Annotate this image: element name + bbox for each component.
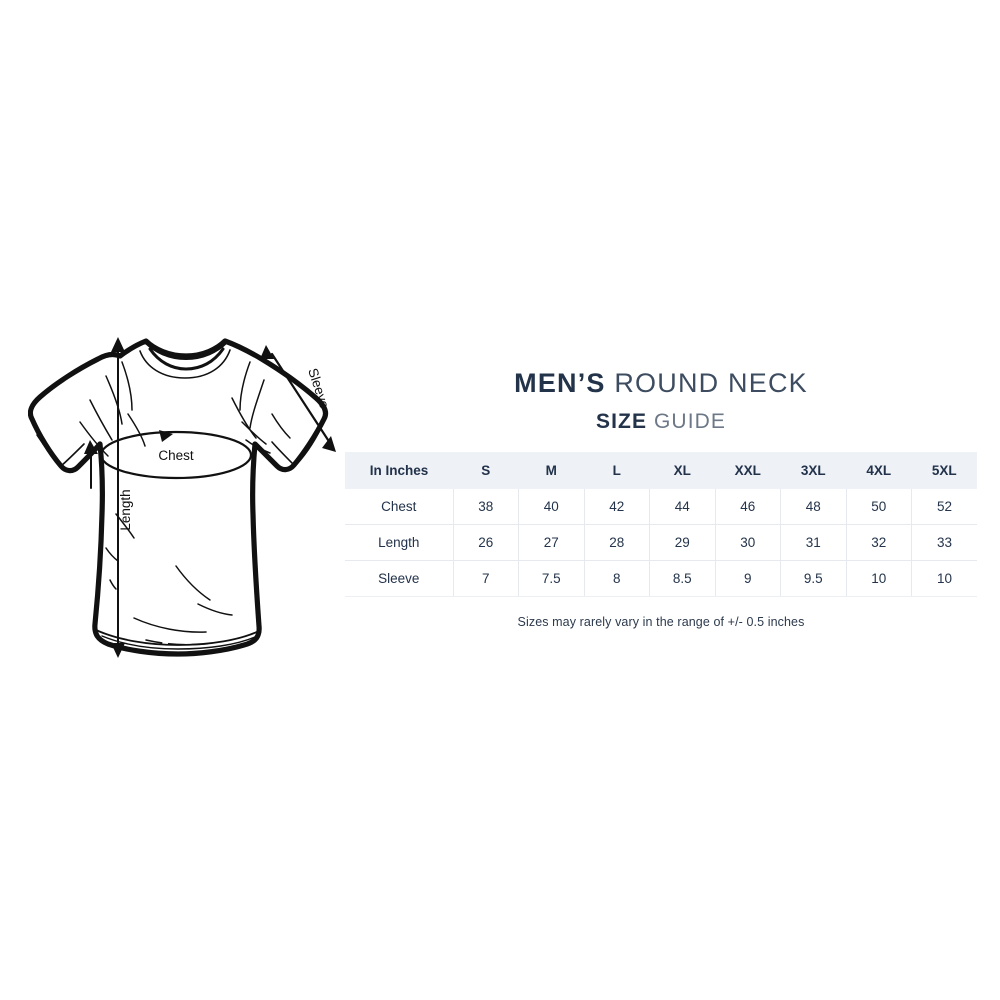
cell-chest-l: 42: [584, 489, 650, 525]
cell-chest-s: 38: [453, 489, 519, 525]
cell-length-s: 26: [453, 524, 519, 561]
cell-sleeve-4xl: 10: [846, 560, 912, 597]
page-title-light: ROUND NECK: [614, 368, 808, 398]
sleeve-measure-arrow: [260, 345, 336, 452]
page-title: MEN’S ROUND NECK: [345, 370, 977, 397]
cell-sleeve-s: 7: [453, 560, 519, 597]
row-label-length: Length: [345, 524, 454, 561]
sleeve-label: Sleeve: [305, 366, 332, 410]
tshirt-illustration: Sleeve Chest Length: [28, 318, 373, 683]
cell-sleeve-xxl: 9: [715, 560, 781, 597]
column-header-xl: XL: [649, 452, 715, 489]
cell-length-3xl: 31: [780, 524, 847, 561]
table-row: Length 26 27 28 29 30 31 32 33: [345, 524, 977, 561]
size-chart-body: Chest 38 40 42 44 46 48 50 52 Length 26 …: [345, 489, 977, 597]
cell-length-5xl: 33: [911, 524, 977, 561]
cell-length-l: 28: [584, 524, 650, 561]
cell-sleeve-l: 8: [584, 560, 650, 597]
tshirt-diagram-svg: Sleeve Chest Length: [28, 337, 336, 658]
cell-sleeve-m: 7.5: [518, 560, 585, 597]
page-subtitle: SIZE GUIDE: [345, 411, 977, 432]
page-subtitle-strong: SIZE: [595, 410, 648, 433]
cell-length-4xl: 32: [846, 524, 912, 561]
cell-chest-5xl: 52: [911, 489, 977, 525]
cell-chest-m: 40: [518, 489, 585, 525]
size-variance-note: Sizes may rarely vary in the range of +/…: [517, 615, 805, 629]
column-header-4xl: 4XL: [846, 452, 912, 489]
cell-sleeve-3xl: 9.5: [780, 560, 847, 597]
column-header-m: M: [518, 452, 584, 489]
length-label: Length: [118, 489, 133, 530]
cell-chest-3xl: 48: [780, 489, 847, 525]
cell-chest-xxl: 46: [715, 489, 781, 525]
cell-sleeve-5xl: 10: [911, 560, 977, 597]
page-title-strong: MEN’S: [514, 368, 606, 398]
chest-measure-ellipse: [99, 430, 253, 480]
table-row: Chest 38 40 42 44 46 48 50 52: [345, 489, 977, 525]
column-header-3xl: 3XL: [780, 452, 846, 489]
cell-length-xl: 29: [649, 524, 716, 561]
table-row: Sleeve 7 7.5 8 8.5 9 9.5 10 10: [345, 560, 977, 597]
cell-length-xxl: 30: [715, 524, 781, 561]
table-header-row: In Inches S M L XL XXL 3XL 4XL 5XL: [345, 452, 977, 489]
size-chart-header: In Inches S M L XL XXL 3XL 4XL 5XL: [345, 452, 977, 489]
cell-chest-xl: 44: [649, 489, 716, 525]
column-header-xxl: XXL: [715, 452, 781, 489]
size-guide-panel: MEN’S ROUND NECK SIZE GUIDE In Inches S …: [345, 370, 977, 629]
column-header-5xl: 5XL: [911, 452, 977, 489]
size-chart-table: In Inches S M L XL XXL 3XL 4XL 5XL Chest…: [345, 452, 977, 597]
column-header-in-inches: In Inches: [345, 452, 453, 489]
cell-sleeve-xl: 8.5: [649, 560, 716, 597]
row-label-chest: Chest: [345, 489, 454, 525]
cell-chest-4xl: 50: [846, 489, 912, 525]
length-measure-arrow: [84, 337, 125, 658]
row-label-sleeve: Sleeve: [345, 560, 454, 597]
column-header-l: L: [584, 452, 650, 489]
chest-label: Chest: [158, 448, 194, 463]
page-subtitle-light: GUIDE: [654, 410, 727, 433]
column-header-s: S: [453, 452, 519, 489]
cell-length-m: 27: [518, 524, 585, 561]
